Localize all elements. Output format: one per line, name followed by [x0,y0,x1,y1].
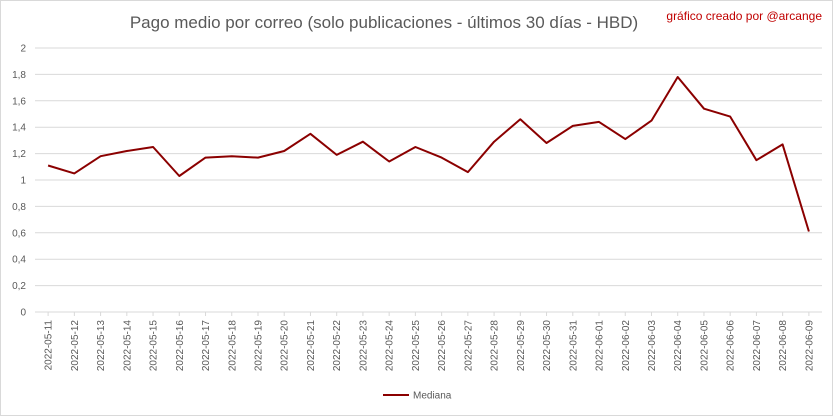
x-tick-label: 2022-05-26 [437,320,448,372]
y-tick-label: 0,8 [12,202,26,213]
x-tick-label: 2022-05-25 [411,320,422,372]
x-tick-label: 2022-05-13 [96,320,107,372]
x-tick-label: 2022-05-17 [201,320,212,372]
x-tick-label: 2022-06-01 [595,320,606,372]
x-tick-label: 2022-05-29 [516,320,527,372]
y-tick-label: 0 [20,308,26,319]
x-tick-label: 2022-05-31 [568,320,579,372]
x-tick-label: 2022-05-24 [385,320,396,372]
x-tick-label: 2022-06-06 [726,320,737,372]
x-tick-label: 2022-06-07 [752,320,763,372]
x-tick-label: 2022-05-21 [306,320,317,372]
y-tick-label: 1,4 [12,123,26,134]
x-tick-label: 2022-05-19 [253,320,264,372]
x-tick-label: 2022-05-20 [280,320,291,372]
y-tick-label: 0,6 [12,228,26,239]
x-tick-label: 2022-05-11 [44,320,55,371]
x-tick-label: 2022-06-08 [778,320,789,372]
x-tick-label: 2022-05-15 [149,320,160,372]
x-tick-label: 2022-05-30 [542,320,553,372]
y-tick-label: 1 [20,176,26,187]
series-line [47,76,810,232]
chart-title: Pago medio por correo (solo publicacione… [129,13,639,32]
x-tick-label: 2022-05-28 [490,320,501,372]
y-tick-label: 0,2 [12,281,26,292]
x-tick-label: 2022-06-09 [804,320,815,372]
x-tick-label: 2022-05-27 [463,320,474,372]
x-tick-label: 2022-06-04 [673,320,684,372]
y-tick-label: 1,8 [12,70,26,81]
x-tick-label: 2022-05-16 [175,320,186,372]
y-tick-label: 0,4 [12,255,26,266]
x-tick-label: 2022-06-02 [621,320,632,372]
y-tick-label: 1,6 [12,96,26,107]
x-tick-label: 2022-06-03 [647,320,658,372]
x-tick-label: 2022-06-05 [699,320,710,372]
x-tick-label: 2022-05-22 [332,320,343,372]
y-tick-label: 1,2 [12,149,26,160]
x-tick-label: 2022-05-14 [122,320,133,372]
y-tick-label: 2 [20,44,26,55]
chart-credit: gráfico creado por @arcange [666,9,822,23]
x-tick-label: 2022-05-12 [70,320,81,372]
x-tick-label: 2022-05-18 [227,320,238,372]
legend-label: Mediana [413,391,452,402]
x-tick-label: 2022-05-23 [358,320,369,372]
